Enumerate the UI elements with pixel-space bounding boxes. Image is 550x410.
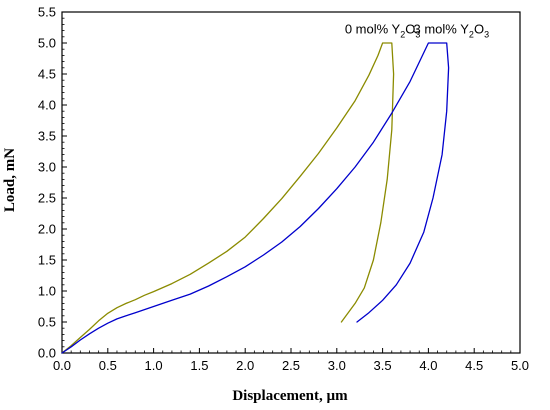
y-tick-label: 1.5 bbox=[38, 253, 56, 268]
x-tick-label: 4.0 bbox=[419, 358, 437, 373]
y-tick-label: 1.0 bbox=[38, 284, 56, 299]
x-tick-label: 5.0 bbox=[511, 358, 529, 373]
x-tick-label: 0.5 bbox=[99, 358, 117, 373]
y-axis: 0.0 0.5 1.0 1.5 2.0 2.5 3.0 3.5 4.0 4.5 5.0 5.5 bbox=[38, 5, 67, 361]
y-tick-label: 4.0 bbox=[38, 98, 56, 113]
y-tick-label: 5.0 bbox=[38, 36, 56, 51]
y-tick-label: 0.5 bbox=[38, 315, 56, 330]
series-line-0-mol bbox=[61, 42, 395, 354]
x-tick-label: 2.0 bbox=[236, 358, 254, 373]
x-axis-title: Displacement, µm bbox=[232, 388, 348, 404]
x-tick-label: 1.0 bbox=[145, 358, 163, 373]
x-tick-label: 2.5 bbox=[282, 358, 300, 373]
series-annotation-0-mol: 0 mol% Y2O3 bbox=[345, 22, 421, 40]
x-axis: 0.0 0.5 1.0 1.5 2.0 2.5 3.0 3.5 4.0 4.5 5.0 bbox=[53, 348, 529, 373]
y-tick-label: 3.0 bbox=[38, 160, 56, 175]
y-tick-label: 2.5 bbox=[38, 191, 56, 206]
y-axis-title: Load, mN bbox=[2, 148, 18, 212]
y-tick-label: 0.0 bbox=[38, 346, 56, 361]
series-annotation-3-mol: 3 mol% Y2O3 bbox=[414, 22, 490, 40]
y-tick-label: 5.5 bbox=[38, 5, 56, 20]
x-tick-label: 1.5 bbox=[190, 358, 208, 373]
x-tick-label: 3.5 bbox=[374, 358, 392, 373]
series-line-3-mol bbox=[61, 42, 450, 354]
y-tick-label: 4.5 bbox=[38, 67, 56, 82]
x-tick-label: 0.0 bbox=[53, 358, 71, 373]
x-tick-label: 4.5 bbox=[465, 358, 483, 373]
y-tick-label: 3.5 bbox=[38, 129, 56, 144]
series-layer bbox=[61, 42, 450, 354]
x-tick-label: 3.0 bbox=[328, 358, 346, 373]
y-tick-label: 2.0 bbox=[38, 222, 56, 237]
